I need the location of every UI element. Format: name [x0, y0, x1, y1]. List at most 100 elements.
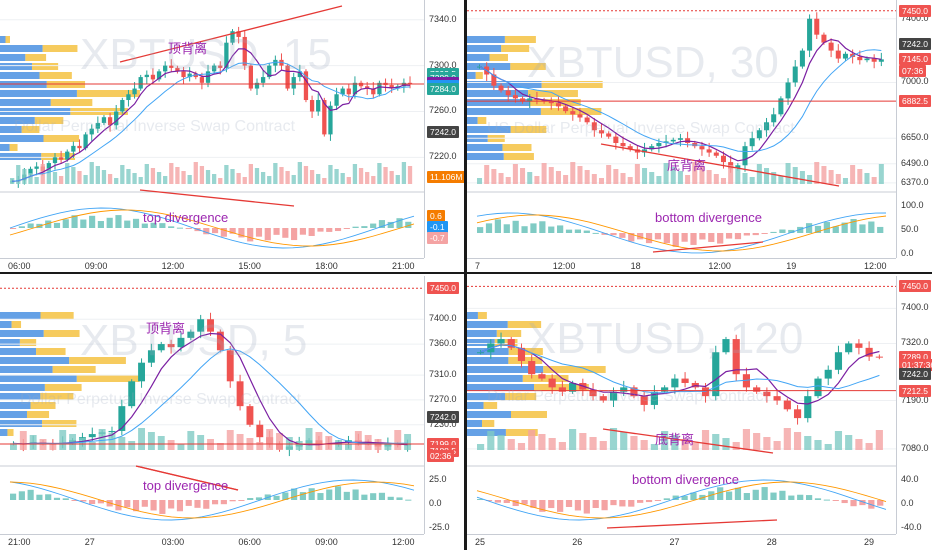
volume-profile-bar: [0, 348, 37, 355]
price-axis[interactable]: 7400.0 7000.0 6650.0 6490.0 6370.0 7450.0 7242…: [896, 0, 932, 258]
macd-histogram-bar: [45, 220, 52, 228]
volume-bar: [212, 174, 217, 184]
macd-line: [476, 212, 887, 254]
candle-body: [591, 122, 597, 131]
candle-body: [177, 337, 185, 348]
macd-histogram-bar: [273, 495, 280, 500]
candle-body: [477, 352, 485, 354]
volume-profile-bar: [0, 393, 41, 400]
volume-profile-bar: [467, 81, 542, 88]
chart-panel-top-left[interactable]: XBTUSD, 15 Dollar Perpetual Inverse Swap…: [0, 0, 464, 272]
time-axis[interactable]: 25 26 27 28 29: [467, 534, 896, 549]
time-axis[interactable]: 7 12:00 18 12:00 19 12:00: [467, 258, 896, 272]
volume-bar: [792, 167, 798, 184]
volume-bar: [541, 163, 547, 184]
volume-bar: [722, 438, 730, 450]
chart-canvas-bottom-right[interactable]: [467, 276, 932, 550]
macd-histogram-bar: [494, 219, 502, 233]
volume-profile-bar: [0, 81, 47, 88]
macd-histogram-bar: [212, 228, 219, 234]
volume-bar: [175, 167, 180, 184]
volume-bar: [285, 171, 290, 184]
candle-body: [558, 387, 566, 392]
chart-panel-bottom-left[interactable]: XBTUSD, 5 Dollar Perpetual Inverse Swap …: [0, 276, 464, 550]
volume-bar: [630, 436, 638, 450]
macd-histogram-bar: [291, 488, 298, 500]
chart-canvas-top-right[interactable]: [467, 0, 932, 272]
price-axis[interactable]: 7340.07300.07260.07220.07292.57289.57289…: [424, 0, 464, 258]
price-axis[interactable]: 7400.0 7320.0 7190.0 7080.0 7450.0 7289.0 01:3…: [896, 276, 932, 534]
price-axis[interactable]: 7400.0 7360.0 7310.0 7270.0 7230.0 7450.0 7242…: [424, 276, 464, 534]
volume-profile-bar: [467, 429, 506, 436]
volume-profile-bar: [467, 339, 495, 346]
candle-body: [71, 145, 76, 152]
volume-profile-bar: [0, 420, 43, 427]
candle-body: [527, 98, 533, 102]
candle-body: [505, 90, 511, 96]
volume-bar: [865, 443, 873, 450]
volume-bar: [49, 443, 57, 450]
macd-histogram-bar: [299, 492, 306, 500]
time-axis[interactable]: 06:00 09:00 12:00 15:00 18:00 21:00: [0, 258, 424, 272]
macd-histogram-bar: [557, 500, 564, 512]
volume-profile-bar: [0, 321, 12, 328]
volume-bar: [132, 173, 137, 184]
candle-body: [792, 66, 798, 83]
macd-histogram-bar: [583, 500, 590, 514]
macd-histogram-bar: [814, 225, 822, 233]
time-axis[interactable]: 21:00 27 03:00 06:00 09:00 12:00: [0, 534, 424, 549]
volume-bar: [807, 175, 813, 184]
volume-bar: [701, 430, 710, 450]
macd-tick-label: 25.0: [429, 474, 447, 484]
volume-bar: [793, 432, 802, 450]
chart-panel-bottom-right[interactable]: XBTUSD, 120 Dollar Perpetual Inverse Swa…: [467, 276, 932, 550]
macd-tick-label: 40.0: [901, 474, 919, 484]
macd-histogram-bar: [53, 222, 61, 228]
volume-profile-bar: [503, 153, 534, 160]
candle-body: [254, 82, 260, 89]
time-tick-label: 12:00: [552, 261, 576, 271]
volume-bar: [10, 444, 17, 450]
volume-profile-bar: [467, 108, 541, 115]
macd-histogram-bar: [247, 498, 254, 500]
volume-profile-bar: [0, 99, 51, 106]
candle-body: [712, 352, 720, 397]
volume-bar: [325, 436, 333, 450]
volume-bar: [620, 173, 626, 184]
volume-bar: [346, 177, 351, 184]
candle-body: [763, 391, 771, 397]
volume-bar: [773, 441, 781, 450]
candle-body: [548, 101, 554, 104]
volume-profile-bar: [0, 135, 44, 142]
price-badge: 6882.5: [899, 95, 931, 108]
macd-histogram-bar: [229, 228, 236, 234]
volume-bar: [538, 434, 546, 450]
candle-body: [706, 149, 712, 153]
candle-body: [285, 65, 290, 89]
macd-histogram-bar: [859, 224, 866, 233]
time-tick-label: 7: [475, 261, 481, 271]
chart-panel-top-right[interactable]: XBTUSD, 30 US Dollar Perpetual Inverse S…: [467, 0, 932, 272]
chart-canvas-bottom-left[interactable]: [0, 276, 464, 550]
candle-body: [128, 381, 136, 407]
macd-histogram-bar: [71, 215, 78, 228]
macd-histogram-bar: [370, 493, 377, 500]
macd-histogram-bar: [343, 228, 350, 229]
chart-canvas-top-left[interactable]: [0, 0, 464, 272]
price-tick-label: 7260.0: [429, 105, 457, 116]
macd-histogram-bar: [89, 500, 96, 505]
volume-bar: [720, 178, 726, 184]
macd-signal-line: [476, 214, 887, 252]
candle-body: [88, 434, 96, 438]
candle-body: [834, 352, 843, 370]
candle-body: [365, 86, 370, 89]
candle-body: [764, 122, 770, 131]
volume-bar: [491, 169, 497, 184]
macd-histogram-bar: [708, 233, 715, 242]
macd-histogram-bar: [185, 500, 192, 506]
candle-body: [157, 344, 165, 351]
volume-profile-bar: [467, 321, 508, 328]
volume-profile-bar: [0, 411, 27, 418]
volume-profile-bar: [505, 393, 537, 400]
volume-bar: [712, 434, 720, 450]
